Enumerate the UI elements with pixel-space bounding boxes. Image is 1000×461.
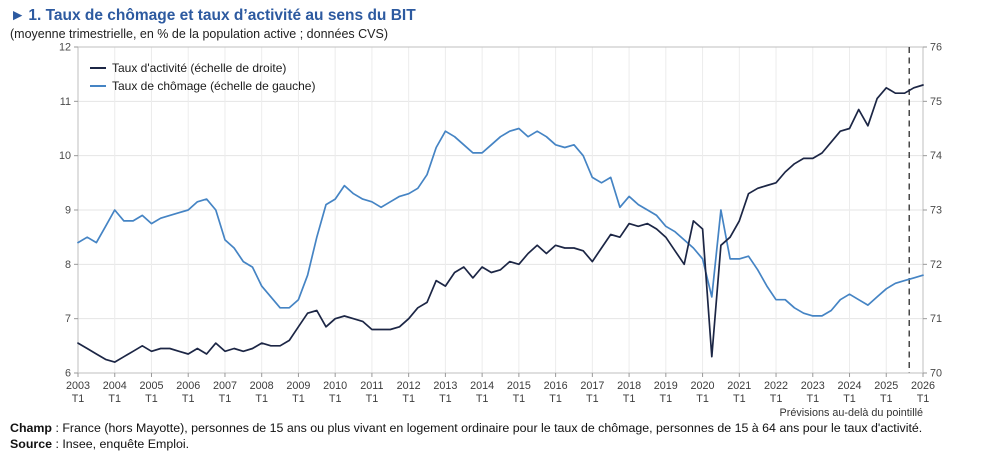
svg-text:T1: T1 bbox=[770, 393, 783, 405]
arrow-marker-icon: ► bbox=[10, 7, 26, 24]
svg-text:T1: T1 bbox=[292, 393, 305, 405]
svg-text:2025: 2025 bbox=[874, 380, 898, 392]
series-line-activite bbox=[77, 84, 924, 363]
svg-text:2014: 2014 bbox=[470, 380, 494, 392]
svg-text:2005: 2005 bbox=[139, 380, 163, 392]
svg-text:T1: T1 bbox=[402, 393, 415, 405]
svg-text:T1: T1 bbox=[549, 393, 562, 405]
svg-text:73: 73 bbox=[930, 205, 942, 217]
page-title: ► 1. Taux de chômage et taux d’activité a… bbox=[10, 6, 990, 25]
svg-text:11: 11 bbox=[60, 96, 71, 108]
series-line-chomage bbox=[77, 127, 924, 317]
svg-text:T1: T1 bbox=[733, 393, 746, 405]
legend-item-activite: Taux d'activité (échelle de droite) bbox=[90, 59, 315, 77]
forecast-note: Prévisions au-delà du pointillé bbox=[780, 407, 923, 418]
source-line: Source : Insee, enquête Emploi. bbox=[10, 437, 990, 453]
svg-text:T1: T1 bbox=[586, 393, 599, 405]
champ-text: : France (hors Mayotte), personnes de 15… bbox=[52, 421, 923, 435]
svg-text:T1: T1 bbox=[145, 393, 158, 405]
line-chart: 6789101112707172737475762003T12004T12005… bbox=[59, 43, 942, 418]
svg-text:T1: T1 bbox=[660, 393, 673, 405]
svg-text:T1: T1 bbox=[329, 393, 342, 405]
svg-text:2007: 2007 bbox=[213, 380, 237, 392]
svg-text:9: 9 bbox=[65, 205, 71, 217]
svg-text:T1: T1 bbox=[366, 393, 379, 405]
svg-text:T1: T1 bbox=[880, 393, 893, 405]
svg-text:2008: 2008 bbox=[250, 380, 274, 392]
legend-label: Taux de chômage (échelle de gauche) bbox=[112, 79, 316, 93]
figure-subtitle: (moyenne trimestrielle, en % de la popul… bbox=[10, 27, 388, 41]
svg-text:T1: T1 bbox=[513, 393, 526, 405]
svg-text:2010: 2010 bbox=[323, 380, 347, 392]
svg-text:2013: 2013 bbox=[433, 380, 457, 392]
svg-text:12: 12 bbox=[59, 43, 71, 54]
svg-text:2016: 2016 bbox=[544, 380, 568, 392]
champ-line: Champ : France (hors Mayotte), personnes… bbox=[10, 421, 990, 437]
svg-text:7: 7 bbox=[65, 313, 71, 325]
champ-label: Champ bbox=[10, 421, 52, 435]
axis-labels: 6 7 8 9 10 11 12 70 71 72 73 74 75 76 bbox=[59, 43, 942, 380]
source-text: : Insee, enquête Emploi. bbox=[52, 436, 190, 451]
svg-text:T1: T1 bbox=[806, 393, 819, 405]
source-label: Source bbox=[10, 436, 53, 451]
svg-text:T1: T1 bbox=[696, 393, 709, 405]
chomage-line-swatch bbox=[90, 85, 106, 87]
svg-text:T1: T1 bbox=[917, 393, 930, 405]
svg-text:T1: T1 bbox=[182, 393, 195, 405]
svg-text:T1: T1 bbox=[843, 393, 856, 405]
svg-text:T1: T1 bbox=[72, 393, 85, 405]
svg-text:T1: T1 bbox=[623, 393, 636, 405]
figure-title-text: 1. Taux de chômage et taux d’activité au… bbox=[28, 7, 416, 24]
svg-text:2022: 2022 bbox=[764, 380, 788, 392]
svg-text:70: 70 bbox=[930, 368, 942, 380]
svg-text:2012: 2012 bbox=[397, 380, 421, 392]
svg-text:2020: 2020 bbox=[691, 380, 715, 392]
svg-text:T1: T1 bbox=[476, 393, 489, 405]
svg-text:2004: 2004 bbox=[103, 380, 127, 392]
svg-text:2021: 2021 bbox=[727, 380, 751, 392]
chart-area: 6 7 8 9 10 11 12 70 71 72 73 74 75 76 2003 T1 2004 T1 2005… bbox=[0, 43, 1000, 418]
svg-text:10: 10 bbox=[59, 150, 71, 162]
figure-footer: Champ : France (hors Mayotte), personnes… bbox=[0, 418, 1000, 452]
svg-text:72: 72 bbox=[930, 259, 942, 271]
svg-text:2006: 2006 bbox=[176, 380, 200, 392]
svg-text:71: 71 bbox=[930, 313, 942, 325]
svg-text:2015: 2015 bbox=[507, 380, 531, 392]
svg-text:2017: 2017 bbox=[580, 380, 604, 392]
svg-text:T1: T1 bbox=[255, 393, 268, 405]
svg-text:2011: 2011 bbox=[360, 380, 383, 392]
svg-text:2026: 2026 bbox=[911, 380, 935, 392]
svg-text:2019: 2019 bbox=[654, 380, 678, 392]
svg-text:2024: 2024 bbox=[838, 380, 862, 392]
svg-text:2018: 2018 bbox=[617, 380, 641, 392]
legend-item-chomage: Taux de chômage (échelle de gauche) bbox=[90, 77, 315, 95]
legend-label: Taux d'activité (échelle de droite) bbox=[112, 61, 287, 75]
gridlines bbox=[78, 47, 923, 373]
svg-text:2009: 2009 bbox=[286, 380, 310, 392]
svg-text:T1: T1 bbox=[108, 393, 121, 405]
svg-text:T1: T1 bbox=[439, 393, 452, 405]
svg-text:75: 75 bbox=[930, 96, 942, 108]
chart-legend: Taux d'activité (échelle de droite) Taux… bbox=[90, 59, 315, 95]
svg-text:74: 74 bbox=[930, 150, 942, 162]
activite-line-swatch bbox=[90, 67, 106, 69]
svg-text:8: 8 bbox=[65, 259, 71, 271]
svg-text:2003: 2003 bbox=[66, 380, 90, 392]
svg-text:76: 76 bbox=[930, 43, 942, 54]
svg-text:6: 6 bbox=[65, 368, 71, 380]
figure-header: ► 1. Taux de chômage et taux d’activité a… bbox=[0, 0, 1000, 42]
svg-text:T1: T1 bbox=[219, 393, 232, 405]
svg-text:2023: 2023 bbox=[801, 380, 825, 392]
x-axis-labels: 2003T12004T12005T12006T12007T12008T12009… bbox=[66, 373, 935, 405]
